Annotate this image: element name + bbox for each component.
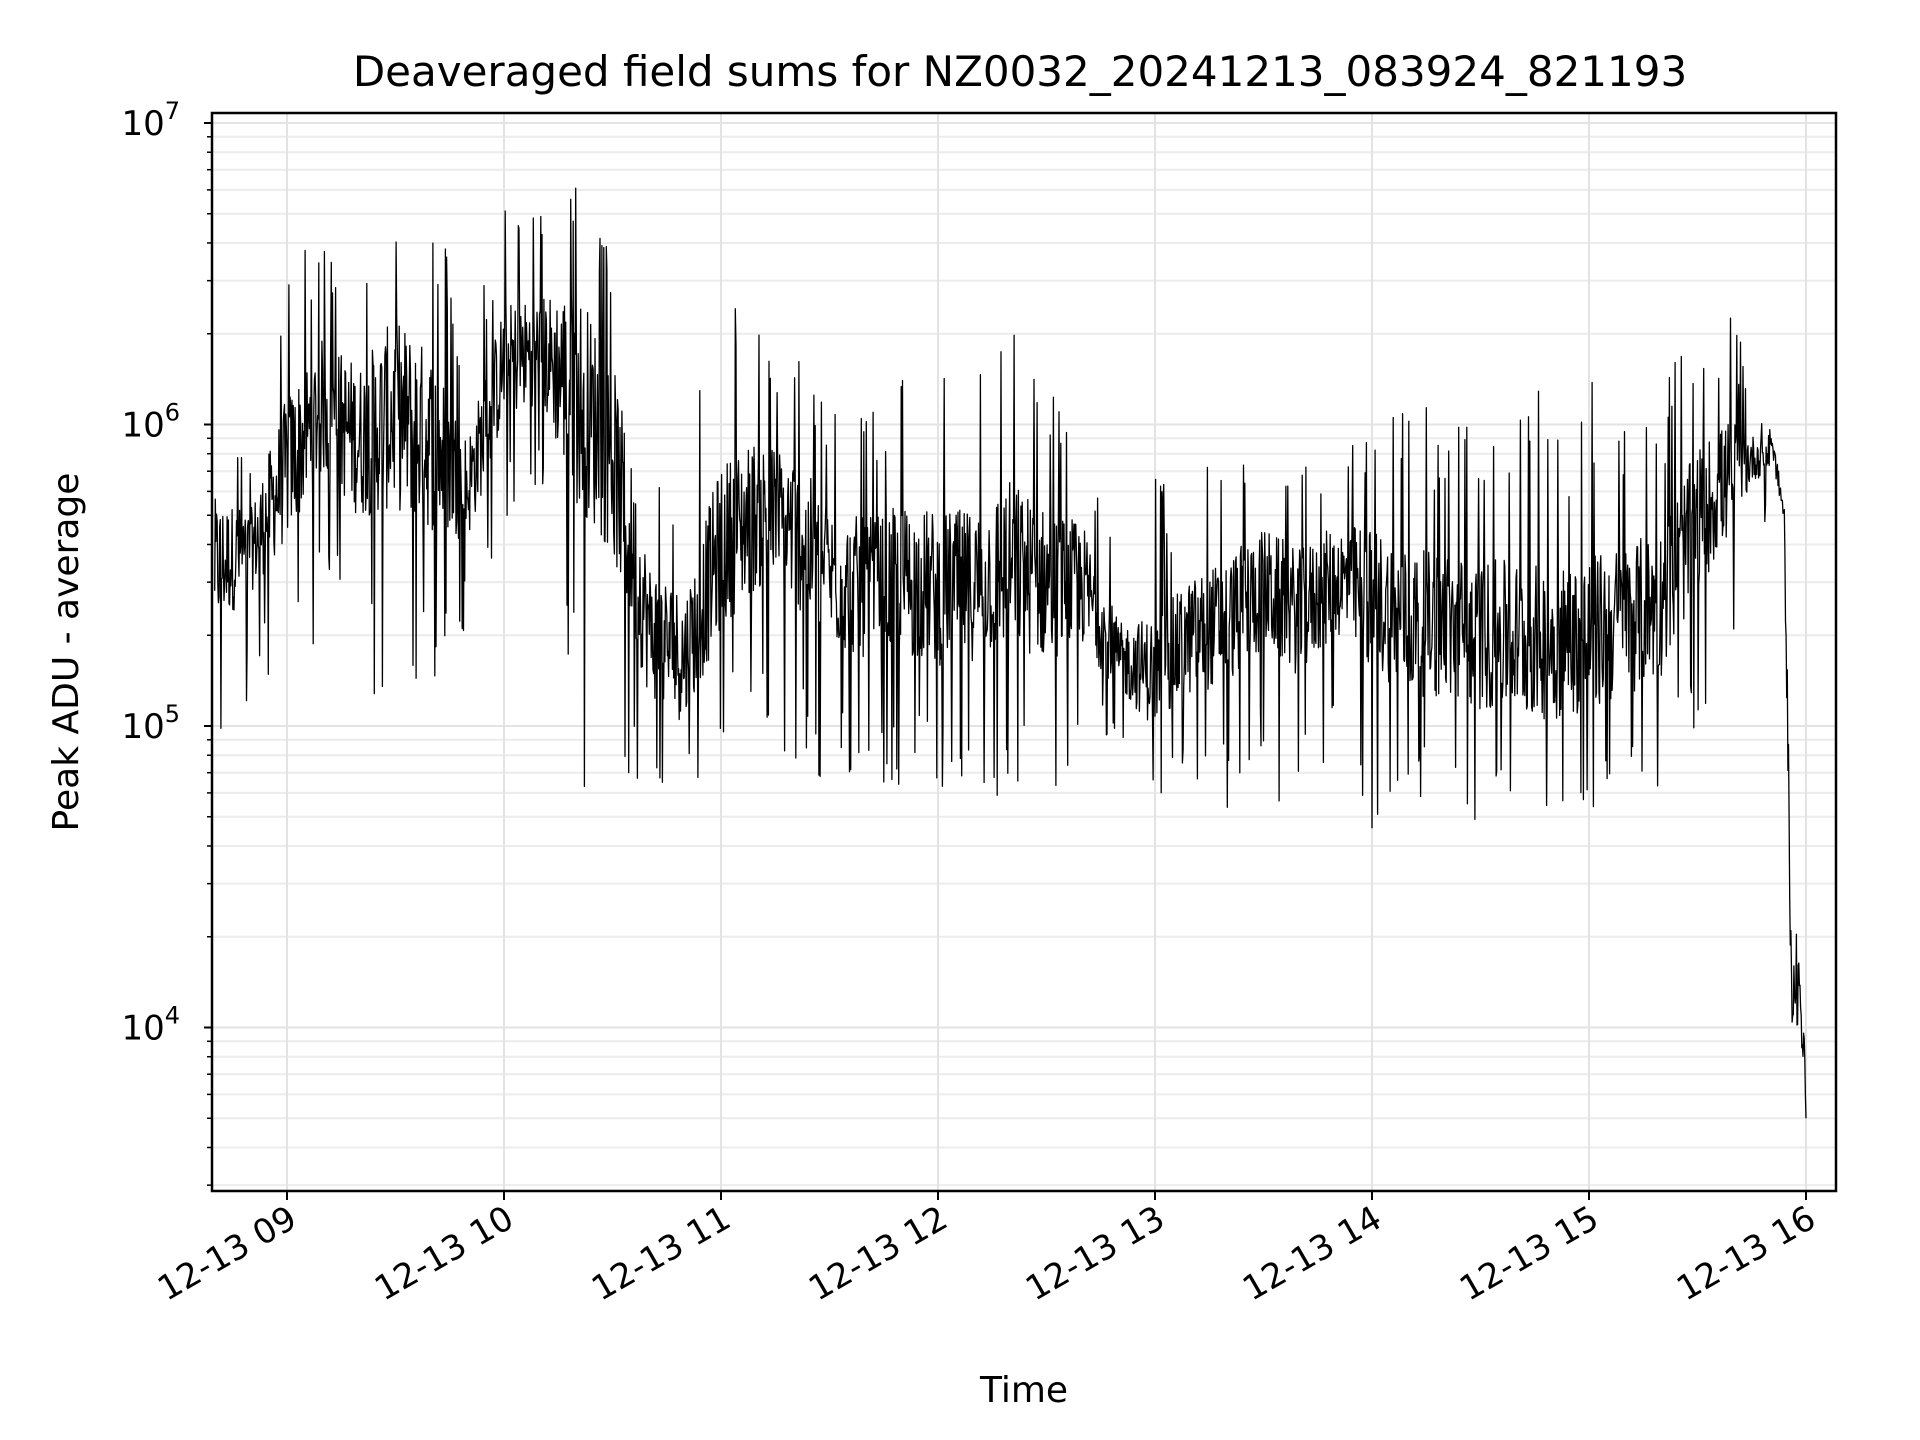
plot-frame — [210, 111, 1838, 1193]
y-axis-label: Peak ADU - average — [46, 473, 87, 832]
chart-title: Deaveraged field sums for NZ0032_2024121… — [353, 47, 1687, 96]
y-tick-label: 107 — [121, 97, 180, 144]
data-line — [214, 187, 1807, 1119]
y-axis: 104 105 106 107 — [121, 97, 212, 1186]
grid — [212, 113, 1836, 1191]
x-axis-label: Time — [979, 1370, 1068, 1411]
y-tick-label: 104 — [121, 1002, 180, 1049]
y-tick-label: 105 — [121, 700, 180, 747]
y-tick-label: 106 — [121, 399, 180, 446]
series-line — [214, 187, 1807, 1119]
